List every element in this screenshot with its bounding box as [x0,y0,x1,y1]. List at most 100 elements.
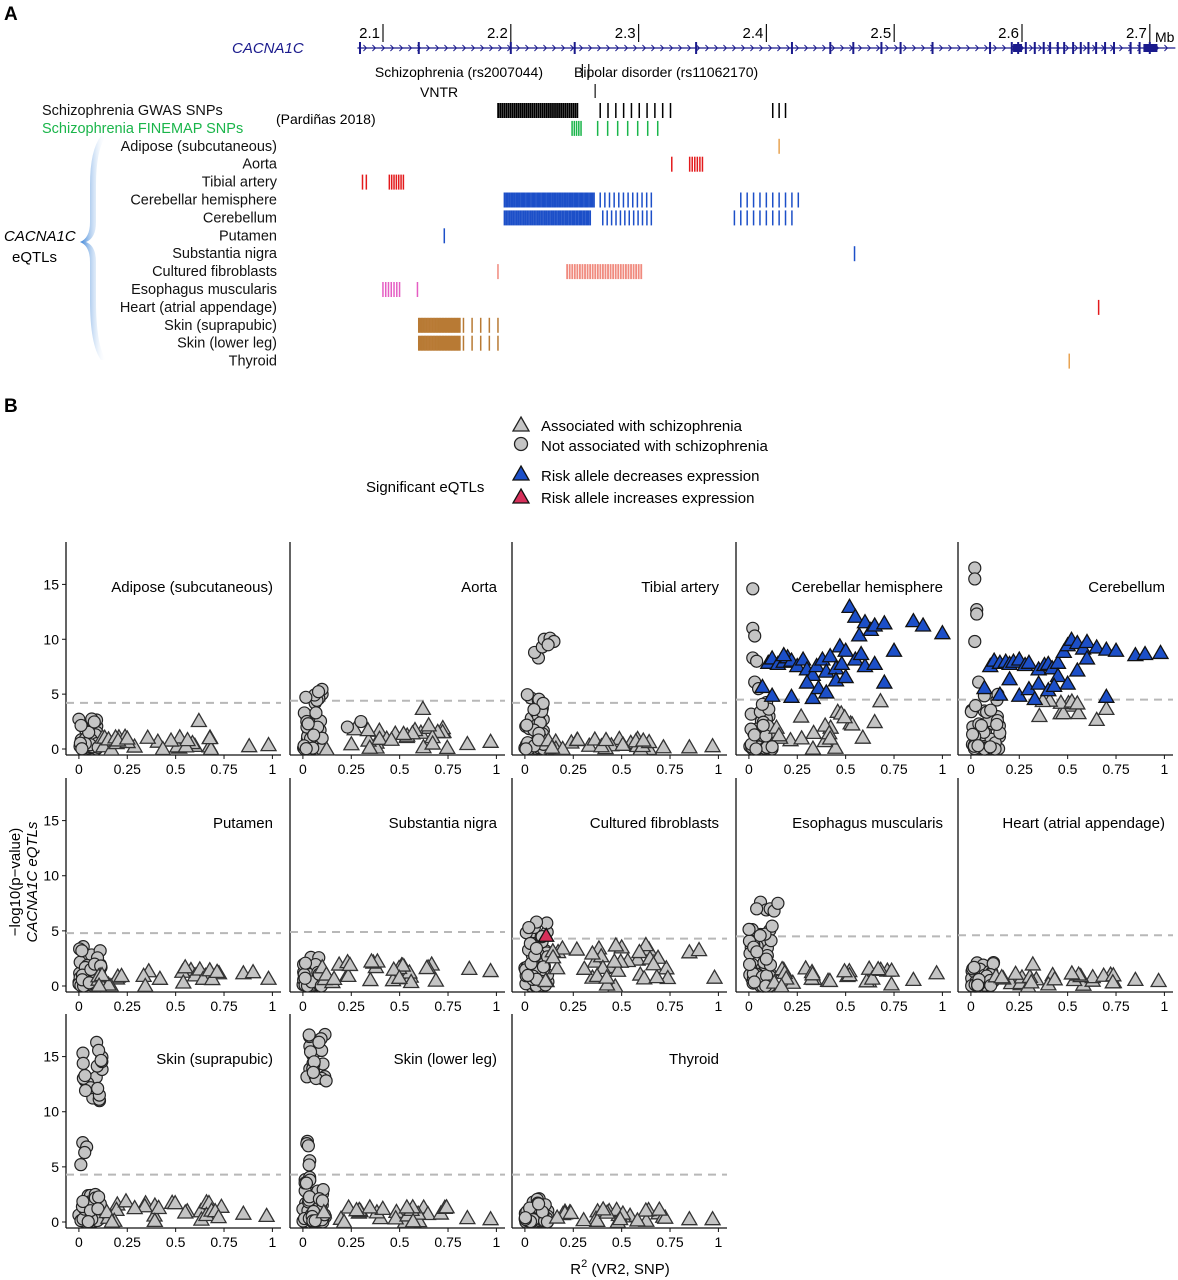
snp-mark [579,192,582,208]
snp-mark [513,103,516,118]
eqtl-point [404,1212,422,1228]
snp-mark [497,103,500,118]
snp-mark [437,335,440,351]
eqtl-point [259,969,278,985]
snp-mark [393,174,395,190]
snp-mark [530,192,532,208]
eqtl-point [394,956,412,972]
snp-mark [514,210,516,226]
eqtl-point [750,945,764,959]
snp-mark [650,210,653,226]
facet-title: Esophagus muscularis [792,815,943,832]
eqtl-point [458,1209,477,1225]
snp-mark [628,210,631,226]
x-tick-label: 1 [269,761,277,777]
snp-mark [422,335,425,351]
snp-mark [582,210,585,226]
snp-mark [589,264,592,280]
strand-arrow [579,44,584,52]
exon [1033,42,1036,54]
eqtl-point [359,721,377,737]
x-tick-label: 0 [745,761,753,777]
snp-mark [585,210,588,226]
snp-mark [547,210,550,226]
eqtl-point [548,959,566,975]
eqtl-point [629,950,647,966]
snp-mark [564,210,567,226]
snp-mark [527,103,530,118]
eqtl-point [522,920,536,935]
snp-mark [578,210,581,226]
eqtl-point [986,957,1000,971]
strand-arrow [633,44,638,52]
snp-mark [548,103,550,118]
snp-mark [509,103,512,118]
snp-mark [424,335,426,351]
strand-arrow [723,44,728,52]
strand-arrow [939,44,944,52]
eqtl-point [575,1211,593,1227]
snp-mark [554,210,557,226]
snp-mark [778,103,780,118]
snp-mark [612,264,615,280]
snp-mark [526,210,529,226]
snp-mark [573,192,575,208]
snp-mark [624,210,626,226]
snp-mark [439,317,441,333]
snp-mark [398,282,401,297]
legend-red-triangle-icon [511,487,531,504]
eqtl-point [753,928,767,943]
facet-title: Cultured fibroblasts [590,815,719,832]
eqtl-point [850,626,868,642]
eqtl-point [659,969,677,985]
eqtl-point [190,712,208,728]
legend-blue-triangle-icon [511,464,531,481]
eqtl-point [597,731,615,747]
eqtl-point [885,641,903,657]
snp-mark [608,192,611,208]
eqtl-point [544,948,562,964]
snp-mark [636,192,639,208]
eqtl-point [1151,644,1170,660]
snp-mark [440,317,443,333]
snp-mark [614,264,617,280]
eqtl-point [771,896,785,910]
exon [1138,42,1141,54]
strand-arrow [777,44,782,52]
track-label: Tibial artery [202,175,278,191]
snp-mark [574,192,577,208]
eqtl-point [418,959,436,975]
snp-mark [545,192,547,208]
facet-title: Cerebellum [1088,579,1165,596]
exon [931,42,934,54]
snp-mark [538,210,541,226]
snp-mark [497,264,499,280]
panel-b: B Associated with schizophrenia Not asso… [4,396,1173,1278]
x-tick-label: 0.5 [612,1234,632,1250]
eqtl-point [536,696,550,710]
eqtl-point [93,966,111,982]
snp-mark [557,210,560,226]
eqtl-point [259,736,278,752]
snp-mark [607,264,609,280]
eqtl-point [804,739,822,755]
x-tick-label: 0.25 [114,761,141,777]
axis-tick-label: 2.5 [870,25,891,42]
snp-mark [390,282,393,297]
eqtl-point [107,1201,126,1217]
eqtl-point [843,715,861,731]
eqtl-point [1088,711,1106,727]
x-tick-label: 0 [75,761,83,777]
x-tick-label: 0 [521,998,529,1014]
eqtl-point [1078,633,1096,649]
eqtl-point [983,740,997,754]
eqtl-point [1088,638,1106,654]
snp-mark [451,317,454,333]
eqtl-point [635,969,653,985]
snp-mark [454,317,457,333]
eqtl-point [361,1198,379,1214]
snp-mark [503,192,506,208]
track-label: Schizophrenia GWAS SNPs [42,103,223,119]
axis-tick-label: 2.6 [998,25,1019,42]
x-tick-label: 1 [715,998,723,1014]
